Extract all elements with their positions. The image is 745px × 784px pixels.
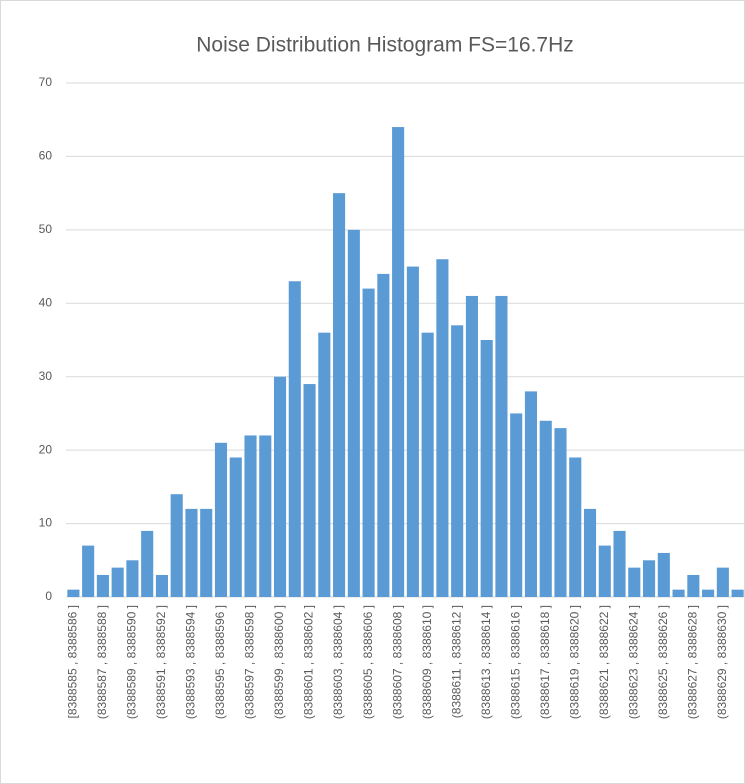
bar bbox=[628, 567, 641, 597]
bar bbox=[465, 295, 478, 597]
bar bbox=[82, 545, 95, 597]
x-tick-label: (8388627 , 8388628 ] bbox=[686, 605, 700, 719]
bar bbox=[554, 428, 567, 597]
x-tick-label: (8388609 , 8388610 ] bbox=[420, 605, 434, 719]
bar bbox=[288, 281, 301, 597]
bar bbox=[185, 508, 198, 597]
x-tick-label: (8388629 , 8388630 ] bbox=[715, 605, 729, 719]
x-tick-label: (8388595 , 8388596 ] bbox=[213, 605, 227, 719]
x-tick-label: (8388597 , 8388598 ] bbox=[243, 605, 257, 719]
x-tick-label: (8388625 , 8388626 ] bbox=[656, 605, 670, 719]
bar bbox=[657, 552, 670, 597]
x-tick-label: (8388601 , 8388602 ] bbox=[302, 605, 316, 719]
y-tick-label: 60 bbox=[39, 149, 53, 163]
x-tick-label: (8388589 , 8388590 ] bbox=[125, 605, 139, 719]
bar bbox=[672, 589, 685, 597]
x-tick-label: (8388591 , 8388592 ] bbox=[154, 605, 168, 719]
bar bbox=[111, 567, 124, 597]
x-tick-label: (8388619 , 8388620 ] bbox=[567, 605, 581, 719]
bar bbox=[480, 340, 493, 597]
bar bbox=[200, 508, 213, 597]
bar bbox=[716, 567, 729, 597]
y-tick-label: 30 bbox=[39, 369, 53, 383]
x-tick-label: (8388599 , 8388600 ] bbox=[272, 605, 286, 719]
bar bbox=[495, 295, 508, 597]
y-tick-label: 50 bbox=[39, 222, 53, 236]
bar bbox=[170, 494, 183, 597]
chart-title: Noise Distribution Histogram FS=16.7Hz bbox=[196, 34, 574, 57]
x-tick-label: (8388593 , 8388594 ] bbox=[184, 605, 198, 719]
bar bbox=[643, 560, 656, 597]
y-tick-label: 40 bbox=[39, 295, 53, 309]
bar bbox=[96, 574, 109, 597]
bar bbox=[406, 266, 419, 597]
bar bbox=[229, 457, 242, 597]
bar bbox=[569, 457, 582, 597]
bar bbox=[141, 530, 154, 597]
x-tick-label: [8388585 , 8388586 ] bbox=[66, 605, 80, 718]
bar bbox=[377, 273, 390, 597]
bar bbox=[67, 589, 80, 597]
y-tick-label: 0 bbox=[45, 589, 52, 603]
x-tick-label: (8388621 , 8388622 ] bbox=[597, 605, 611, 719]
bar bbox=[126, 560, 139, 597]
bar bbox=[392, 127, 405, 598]
x-tick-label: (8388611 , 8388612 ] bbox=[449, 605, 463, 718]
bar bbox=[731, 589, 744, 597]
x-tick-label: (8388623 , 8388624 ] bbox=[626, 605, 640, 719]
x-tick-label: (8388603 , 8388604 ] bbox=[331, 605, 345, 719]
bar bbox=[214, 442, 228, 597]
bar bbox=[539, 420, 552, 597]
bar bbox=[510, 413, 523, 597]
bar bbox=[583, 508, 597, 597]
bar bbox=[244, 435, 257, 597]
y-tick-label: 10 bbox=[39, 516, 53, 530]
bar bbox=[598, 545, 611, 597]
bar bbox=[613, 530, 626, 597]
bar bbox=[333, 193, 346, 597]
y-tick-label: 20 bbox=[39, 442, 53, 456]
bar bbox=[259, 435, 272, 597]
bar bbox=[362, 288, 375, 597]
x-tick-label: (8388617 , 8388618 ] bbox=[538, 605, 552, 719]
x-tick-label: (8388587 , 8388588 ] bbox=[95, 605, 109, 719]
bar bbox=[702, 589, 715, 597]
bar bbox=[451, 325, 464, 597]
y-tick-label: 70 bbox=[39, 75, 53, 89]
bar bbox=[524, 391, 538, 597]
bar bbox=[436, 259, 449, 597]
x-tick-label: (8388615 , 8388616 ] bbox=[508, 605, 522, 719]
x-tick-label: (8388613 , 8388614 ] bbox=[479, 605, 493, 719]
bar bbox=[687, 574, 700, 597]
bar bbox=[155, 574, 168, 597]
bar bbox=[318, 332, 331, 597]
x-tick-label: (8388607 , 8388608 ] bbox=[390, 605, 404, 719]
x-tick-label: (8388605 , 8388606 ] bbox=[361, 605, 375, 719]
bar bbox=[347, 229, 360, 597]
bar bbox=[421, 332, 434, 597]
bar bbox=[273, 376, 287, 597]
bar bbox=[303, 384, 316, 597]
